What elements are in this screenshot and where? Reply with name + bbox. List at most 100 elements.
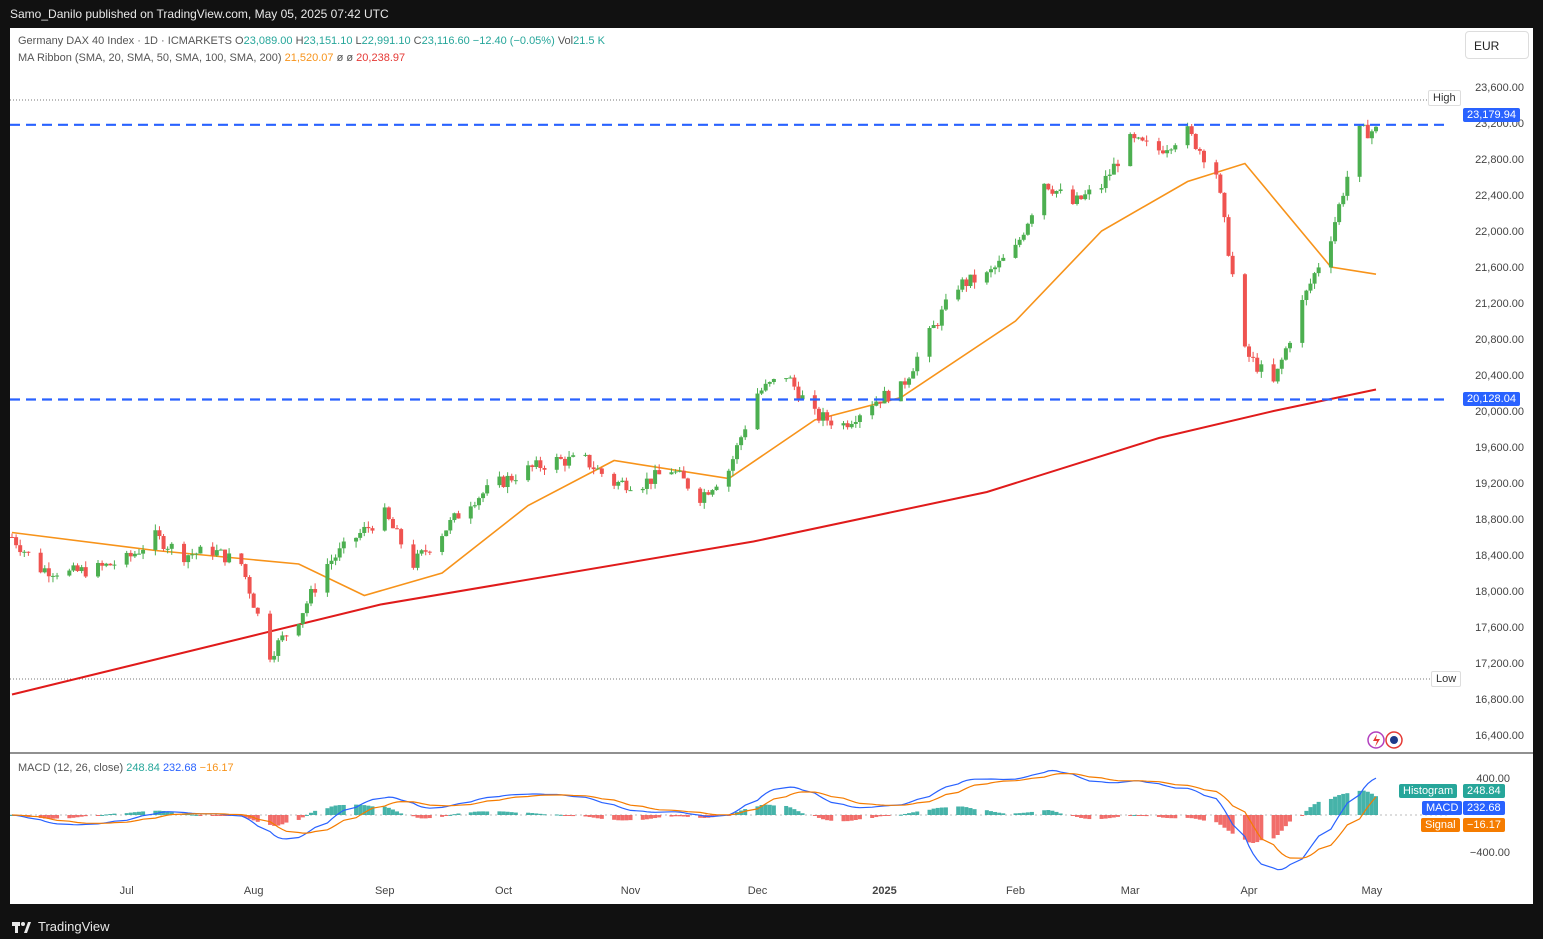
macd-hist-bar <box>141 811 146 815</box>
price-tick: 20,000.00 <box>1475 406 1524 418</box>
macd-hist-bar <box>1304 810 1309 815</box>
macd-hist-bar <box>964 807 969 815</box>
macd-hist-bar <box>448 814 453 816</box>
candle <box>476 496 481 510</box>
macd-hist-bar <box>1025 812 1030 815</box>
candle <box>1259 360 1264 378</box>
candle <box>1087 185 1092 200</box>
macd-hist-bar <box>558 814 563 816</box>
macd-hist-bar <box>1111 815 1116 818</box>
macd-hist-bar <box>1140 815 1145 816</box>
candle <box>83 561 88 578</box>
macd-hist-bar <box>55 815 60 819</box>
macd-hist-bar <box>46 815 51 819</box>
macd-hist-bar <box>567 815 572 816</box>
candle <box>771 378 776 385</box>
macd-hist-bar <box>612 815 617 820</box>
candle <box>268 610 273 663</box>
macd-hist-bar <box>812 815 817 816</box>
macd-hist-bar <box>870 815 875 819</box>
candle <box>14 534 19 549</box>
price-tick: 20,400.00 <box>1475 370 1524 382</box>
candle <box>22 549 27 557</box>
macd-hist-bar <box>1013 813 1018 815</box>
macd-hist-bar <box>829 815 834 821</box>
macd-hist-bar <box>1107 815 1112 819</box>
candle <box>276 638 281 662</box>
footer: TradingView <box>0 906 1543 939</box>
candle <box>325 558 330 597</box>
ma-legend: MA Ribbon (SMA, 20, SMA, 50, SMA, 100, S… <box>18 52 405 64</box>
macd-hist-bar <box>112 813 117 815</box>
macd-hist-bar <box>1173 815 1178 819</box>
price-tick: 22,000.00 <box>1475 226 1524 238</box>
macd-hist-bar <box>104 814 109 816</box>
macd-hist-bar <box>190 814 195 816</box>
candle <box>1189 124 1194 136</box>
candle <box>763 379 768 392</box>
candle <box>132 551 137 559</box>
currency-button[interactable]: EUR <box>1465 31 1529 59</box>
candle <box>571 452 576 458</box>
candle <box>300 612 305 628</box>
macd-hist-bar <box>280 815 285 825</box>
macd-hist-bar <box>1189 815 1194 819</box>
candle <box>800 390 805 400</box>
price-tick: 23,600.00 <box>1475 82 1524 94</box>
close-label: C <box>413 35 422 47</box>
macd-hist-bar <box>853 815 858 821</box>
candle <box>788 375 793 379</box>
histogram-tag-value: 248.84 <box>1463 784 1505 798</box>
macd-hist-bar <box>42 815 47 819</box>
ma-label: MA Ribbon (SMA, 20, SMA, 50, SMA, 100, S… <box>18 52 282 64</box>
price-tick: 18,000.00 <box>1475 586 1524 598</box>
candle <box>730 455 735 477</box>
candle <box>956 285 961 302</box>
candle <box>333 554 338 566</box>
candle <box>886 389 891 404</box>
candle <box>386 506 391 521</box>
candle <box>243 563 248 580</box>
candle <box>280 631 285 642</box>
candle <box>427 550 432 556</box>
candle <box>1214 159 1219 179</box>
macd-hist-bar <box>354 804 359 815</box>
macd-hist-bar <box>886 815 891 816</box>
candle <box>1242 273 1247 348</box>
candle <box>587 454 592 470</box>
candle <box>104 562 109 568</box>
symbol-legend: Germany DAX 40 Index · 1D · ICMARKETS O2… <box>18 35 605 47</box>
candle <box>648 478 653 490</box>
macd-hist-bar <box>1316 801 1321 815</box>
price-tick: 17,200.00 <box>1475 658 1524 670</box>
candle <box>1042 183 1047 220</box>
time-label: 2025 <box>872 885 896 897</box>
macd-hist-bar <box>984 810 989 815</box>
candle <box>309 585 314 607</box>
candle <box>1079 195 1084 200</box>
candle <box>829 415 834 430</box>
candle <box>927 326 932 363</box>
candle <box>702 488 707 509</box>
replay-icon[interactable] <box>1385 731 1403 749</box>
macd-legend: MACD (12, 26, close) 248.84 232.68 −16.1… <box>18 762 234 774</box>
alert-icon[interactable] <box>1367 731 1385 749</box>
macd-hist-bar <box>1341 793 1346 815</box>
candle <box>423 544 428 556</box>
candle <box>1001 254 1006 262</box>
macd-hist-bar <box>628 815 633 821</box>
price-chart[interactable]: 23,600.0023,200.0022,800.0022,400.0022,0… <box>10 28 1533 904</box>
macd-hist-bar <box>874 815 879 818</box>
macd-hist-bar <box>771 805 776 815</box>
candle <box>1333 216 1338 244</box>
candle <box>1054 190 1059 198</box>
macd-hist-bar <box>71 815 76 818</box>
macd-hist-bar <box>395 811 400 815</box>
candle <box>706 489 711 496</box>
macd-hist-bar <box>1070 815 1075 816</box>
macd-hist-bar <box>821 815 826 820</box>
macd-tick: −400.00 <box>1470 847 1510 859</box>
macd-hist-bar <box>362 805 367 815</box>
macd-hist-bar <box>1283 815 1288 827</box>
candle <box>255 607 260 617</box>
